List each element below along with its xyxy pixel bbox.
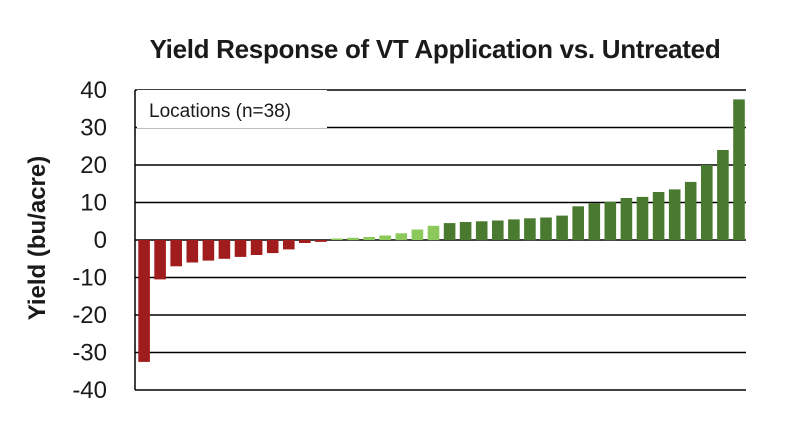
bar-location-14 bbox=[347, 237, 359, 241]
bar-location-8 bbox=[250, 240, 263, 255]
chart-title: Yield Response of VT Application vs. Unt… bbox=[149, 34, 721, 64]
bar-location-16 bbox=[379, 235, 391, 240]
y-axis-ticks: 40 30 20 10 0 -10 -20 -30 -40 bbox=[72, 77, 107, 404]
bar-location-15 bbox=[363, 237, 375, 240]
bar-location-13 bbox=[331, 238, 343, 240]
bar-location-21 bbox=[459, 222, 472, 240]
bar-location-37 bbox=[717, 150, 729, 240]
bar-location-2 bbox=[154, 240, 166, 280]
y-tick-label: 30 bbox=[80, 115, 107, 142]
bar-location-32 bbox=[636, 196, 649, 240]
bar-location-1 bbox=[138, 240, 150, 362]
bar-location-24 bbox=[508, 219, 520, 240]
bar-location-30 bbox=[604, 201, 617, 241]
bar-location-38 bbox=[733, 99, 745, 241]
bar-location-7 bbox=[234, 240, 247, 257]
bar-location-11 bbox=[299, 240, 311, 243]
bar-location-17 bbox=[395, 233, 408, 241]
bar-location-26 bbox=[540, 217, 552, 240]
bar-location-22 bbox=[475, 221, 488, 241]
bar-location-36 bbox=[701, 165, 713, 240]
y-tick-label: 20 bbox=[80, 152, 107, 179]
y-tick-label: 10 bbox=[80, 190, 107, 217]
bar-location-28 bbox=[572, 206, 584, 241]
bar-location-34 bbox=[668, 189, 681, 240]
bar-location-23 bbox=[492, 220, 504, 240]
bar-series bbox=[138, 99, 745, 362]
bar-location-3 bbox=[170, 240, 182, 267]
bar-location-9 bbox=[266, 240, 279, 254]
bar-location-33 bbox=[652, 192, 665, 240]
bar-location-19 bbox=[427, 225, 440, 241]
annotation-box bbox=[137, 90, 327, 128]
bar-location-18 bbox=[411, 229, 424, 240]
annotation-text: Locations (n=38) bbox=[149, 101, 291, 122]
bar-location-5 bbox=[202, 240, 215, 261]
bar-location-6 bbox=[218, 240, 231, 259]
bar-location-35 bbox=[684, 181, 697, 240]
bar-location-4 bbox=[186, 240, 199, 263]
y-tick-label: 0 bbox=[94, 227, 107, 254]
bar-location-31 bbox=[620, 198, 633, 240]
y-tick-label: -30 bbox=[72, 340, 107, 367]
y-tick-label: -20 bbox=[72, 302, 107, 329]
bar-location-27 bbox=[556, 215, 568, 240]
bar-location-12 bbox=[315, 240, 327, 242]
bar-location-20 bbox=[443, 223, 456, 240]
y-tick-label: 40 bbox=[80, 77, 107, 104]
bar-location-10 bbox=[283, 240, 295, 250]
bar-location-25 bbox=[524, 218, 536, 241]
y-tick-label: -10 bbox=[72, 265, 107, 292]
bar-location-29 bbox=[588, 203, 601, 241]
y-tick-label: -40 bbox=[72, 377, 107, 404]
